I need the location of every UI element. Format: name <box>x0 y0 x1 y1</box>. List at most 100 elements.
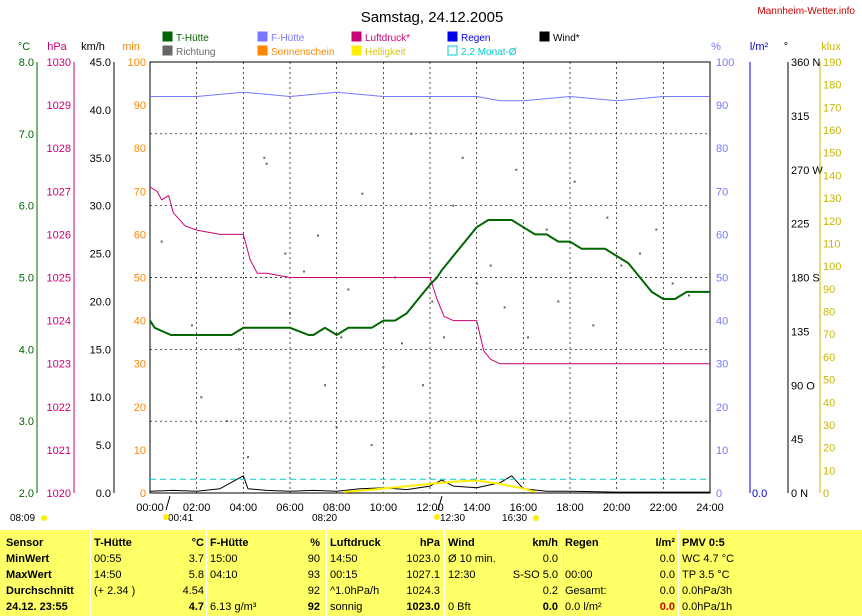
sun-dot <box>163 514 169 520</box>
stats-value: 5.8 <box>188 569 204 581</box>
direction-point <box>382 366 385 369</box>
stats-cell: Durchschnitt <box>6 585 74 597</box>
sun-label: 08:09 <box>10 513 35 524</box>
direction-point <box>489 264 492 267</box>
stats-value: 1023.0 <box>406 601 440 613</box>
legend-swatch <box>162 31 173 42</box>
direction-point <box>265 162 268 165</box>
series <box>149 91 710 493</box>
deg-tick: 225 <box>791 219 809 231</box>
sun-marker-line <box>165 495 171 511</box>
direction-point <box>655 228 658 231</box>
stats-cell: 24.12. 23:55 <box>6 601 68 613</box>
stats-value: 92 <box>307 601 320 613</box>
klux-tick: 70 <box>823 329 835 341</box>
stats-cell: 15:00 <box>210 553 238 565</box>
deg-tick: 180 S <box>791 273 820 285</box>
min-tick: 0 <box>140 488 146 500</box>
hpa-tick: 1025 <box>47 273 71 285</box>
stats-value: 92 <box>307 585 320 597</box>
legend-label: Wind* <box>553 33 580 44</box>
stats-col-unit: hPa <box>419 537 440 549</box>
x-tick: 02:00 <box>183 502 211 514</box>
stats-col-unit: % <box>310 537 320 549</box>
x-tick: 16:00 <box>510 502 538 514</box>
min-tick: 100 <box>128 57 146 69</box>
hpa-tick: 1024 <box>47 316 71 328</box>
sun-marker-line <box>437 495 443 511</box>
stats-value: 1023.0 <box>406 553 440 565</box>
direction-point <box>443 336 445 339</box>
series-line <box>343 479 536 493</box>
legend-swatch <box>351 31 362 42</box>
stats-cell: sonnig <box>330 601 363 613</box>
stats-value: 0.0 <box>659 585 675 597</box>
x-tick: 22:00 <box>650 502 678 514</box>
direction-point <box>361 192 364 195</box>
min-tick: 90 <box>134 100 146 112</box>
stats-value: 0.2 <box>542 585 558 597</box>
series-line <box>150 91 710 102</box>
klux-tick: 180 <box>823 80 841 92</box>
kmh-tick: 10.0 <box>90 392 111 404</box>
site-name[interactable]: Mannheim-Wetter.info <box>757 6 855 17</box>
legend-label: T-Hütte <box>176 33 209 44</box>
hpa-tick: 1029 <box>47 100 71 112</box>
klux-tick: 30 <box>823 420 835 432</box>
hpa-tick: 1022 <box>47 402 71 414</box>
pct-tick: 30 <box>716 359 728 371</box>
kmh-tick: 0.0 <box>96 488 111 500</box>
stats-value: 0.0 <box>659 569 675 581</box>
deg-tick: 315 <box>791 111 809 123</box>
pct-tick: 50 <box>716 273 728 285</box>
stats-value: 1027.1 <box>406 569 440 581</box>
stats-divider <box>678 530 679 616</box>
direction-point <box>475 282 478 285</box>
series-line <box>149 475 710 493</box>
stats-value: 0.0 <box>542 553 558 565</box>
stats-cell: TP 3.5 °C <box>682 569 730 581</box>
direction-point <box>247 456 249 459</box>
min-unit: min <box>122 41 140 53</box>
direction-point <box>335 426 338 429</box>
min-tick: 10 <box>134 445 146 457</box>
stats-cell: 14:50 <box>94 569 122 581</box>
sun-dot <box>41 515 47 521</box>
direction-point <box>671 282 674 285</box>
klux-unit: klux <box>821 41 841 53</box>
c-tick: 8.0 <box>19 57 34 69</box>
legend-swatch <box>539 31 550 42</box>
kmh-tick: 20.0 <box>90 296 111 308</box>
stats-cell: 0.0hPa/3h <box>682 585 733 597</box>
direction-point <box>452 204 455 207</box>
legend-label: 2,2 Monat-Ø <box>461 47 517 58</box>
x-tick: 12:00 <box>416 502 444 514</box>
direction-point <box>557 300 560 303</box>
hpa-tick: 1020 <box>47 488 71 500</box>
min-tick: 70 <box>134 186 146 198</box>
series-line <box>149 186 710 365</box>
c-tick: 5.0 <box>19 273 34 285</box>
c-tick: 2.0 <box>19 488 34 500</box>
stats-value: 0.0 <box>659 601 675 613</box>
sun-events: 08:09 08:20 16:30 00:41 12:30 <box>10 495 539 524</box>
klux-tick: 90 <box>823 284 835 296</box>
direction-point <box>401 342 403 345</box>
direction-point <box>527 336 529 339</box>
x-tick: 10:00 <box>370 502 398 514</box>
stats-divider <box>90 530 91 616</box>
klux-tick: 20 <box>823 443 835 455</box>
stats-cell: 6.13 g/m³ <box>210 601 257 613</box>
klux-tick: 140 <box>823 170 841 182</box>
sun-dot <box>533 515 539 521</box>
min-tick: 20 <box>134 402 146 414</box>
pct-tick: 80 <box>716 143 728 155</box>
kmh-unit: km/h <box>81 41 105 53</box>
hpa-tick: 1026 <box>47 229 71 241</box>
deg-tick: 360 N <box>791 57 820 69</box>
stats-cell: 0.0hPa/1h <box>682 601 733 613</box>
kmh-tick: 5.0 <box>96 440 111 452</box>
kmh-tick: 25.0 <box>90 249 111 261</box>
klux-tick: 190 <box>823 57 841 69</box>
pct-tick: 70 <box>716 186 728 198</box>
